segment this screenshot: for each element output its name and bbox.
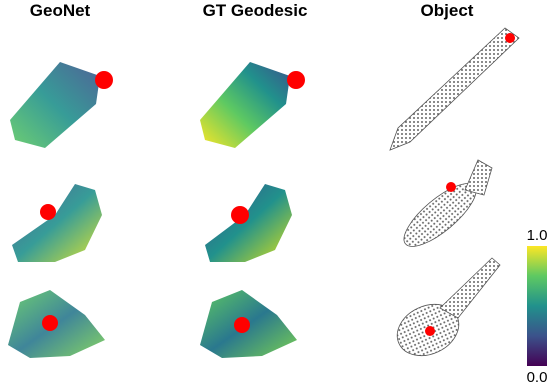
object-model (389, 27, 520, 151)
point-cloud (200, 62, 290, 148)
object-model (403, 159, 493, 247)
object-model (396, 257, 501, 357)
point-cloud (12, 184, 102, 262)
source-point (234, 317, 250, 333)
source-point (95, 71, 113, 89)
column-header: Object (421, 1, 474, 20)
colorbar-min-label: 0.0 (527, 369, 548, 386)
source-point (505, 33, 515, 43)
source-point (287, 71, 305, 89)
source-point (42, 315, 58, 331)
colorbar-max-label: 1.0 (527, 227, 548, 244)
source-point (40, 204, 56, 220)
column-header: GT Geodesic (203, 1, 308, 20)
point-cloud (205, 184, 292, 262)
source-point (425, 326, 435, 336)
source-point (446, 182, 456, 192)
column-header: GeoNet (30, 1, 91, 20)
source-point (231, 206, 249, 224)
point-cloud (10, 62, 100, 148)
colorbar (527, 246, 547, 366)
